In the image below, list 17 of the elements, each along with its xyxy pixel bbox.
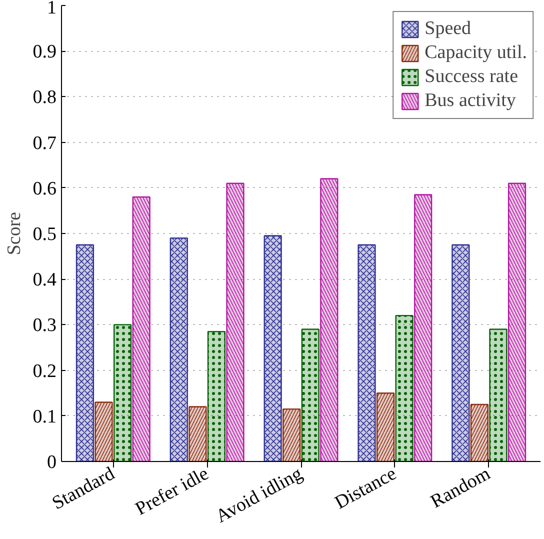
y-tick-label: 0.8	[32, 87, 56, 108]
y-tick-label: 0.3	[32, 315, 56, 336]
y-tick-label: 0.2	[32, 360, 56, 382]
y-tick-label: 0.4	[32, 270, 57, 291]
y-tick-label: 1	[47, 0, 56, 18]
legend-label: Success rate	[424, 66, 518, 88]
legend-label: Bus activity	[424, 90, 516, 112]
y-tick-label: 0.5	[32, 224, 56, 245]
y-tick-label: 0.7	[32, 132, 56, 154]
legend-label: Speed	[424, 18, 472, 40]
y-tick-label: 0.1	[32, 406, 56, 428]
legend-label: Capacity util.	[424, 42, 527, 64]
y-tick-label: 0.6	[32, 178, 56, 200]
x-tick-label: Prefer idle	[132, 463, 212, 520]
y-tick-label: 0.9	[32, 42, 56, 63]
y-axis-title: Score	[4, 212, 25, 256]
y-tick-label: 0	[47, 452, 56, 473]
